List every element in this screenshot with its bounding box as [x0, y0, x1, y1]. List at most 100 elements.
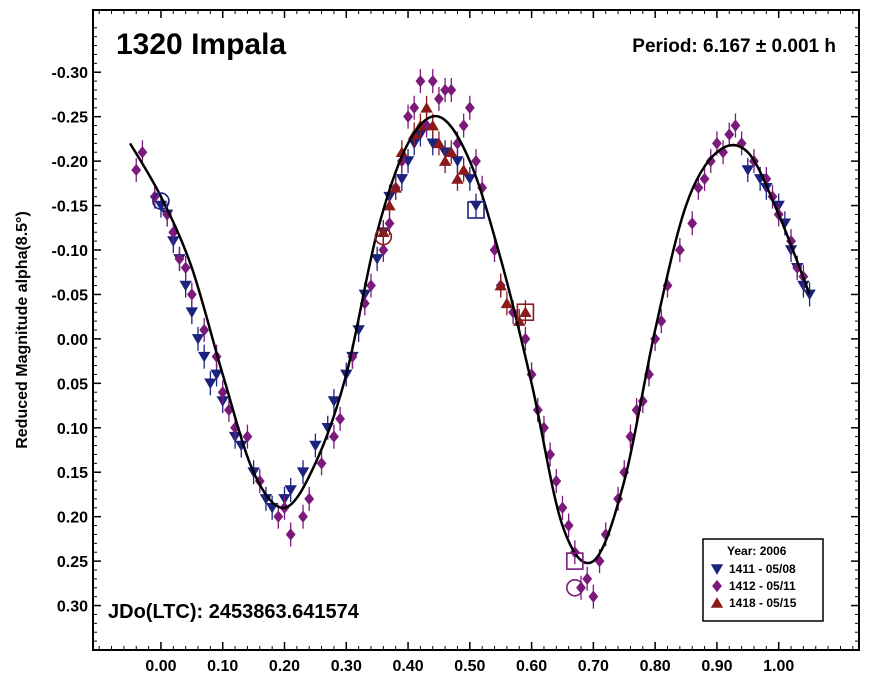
- data-point: [197, 351, 211, 363]
- chart-title: 1320 Impala: [116, 28, 286, 61]
- data-point: [451, 173, 464, 184]
- data-point: [438, 155, 452, 166]
- data-point: [242, 430, 253, 443]
- data-point: [451, 156, 464, 167]
- data-point: [395, 174, 409, 185]
- data-point: [687, 217, 698, 230]
- data-point: [285, 528, 296, 541]
- data-point: [179, 280, 192, 292]
- y-tick-label: -0.25: [52, 110, 89, 127]
- data-point: [284, 485, 297, 496]
- data-point: [582, 572, 593, 586]
- legend: Year: 2006 1411 - 05/08 1412 - 05/11 1418 …: [702, 538, 824, 622]
- data-point: [180, 261, 191, 274]
- data-point: [563, 519, 574, 532]
- data-point: [445, 146, 458, 158]
- y-axis: -0.30 -0.25 -0.20 -0.15 -0.10 -0.05 0.00 0.05 0.…: [52, 27, 859, 651]
- data-point: [186, 288, 197, 301]
- x-tick-label: 0.20: [269, 658, 300, 675]
- y-tick-label: 0.25: [57, 554, 88, 571]
- data-point: [557, 501, 568, 514]
- data-point: [296, 467, 310, 478]
- x-tick-label: 1.00: [763, 658, 794, 675]
- data-point: [185, 307, 199, 318]
- x-tick-label: 0.70: [578, 658, 609, 675]
- x-tick-label: 0.10: [207, 658, 238, 675]
- data-point: [377, 226, 390, 238]
- data-point: [304, 492, 315, 506]
- fit-curve: [128, 114, 811, 565]
- data-point: [446, 83, 457, 97]
- x-tick-label: 0.90: [701, 658, 732, 675]
- y-tick-label: 0.05: [57, 376, 88, 393]
- data-point: [803, 289, 816, 301]
- data-point: [174, 252, 185, 266]
- x-tick-label: 0.30: [331, 658, 362, 675]
- highlight-square: [467, 201, 485, 219]
- highlight-circle: [152, 192, 170, 210]
- period-label: Period: 6.167 ± 0.001 h: [632, 36, 836, 57]
- legend-marker: [712, 579, 722, 593]
- data-point: [309, 440, 322, 452]
- highlight-square: [516, 303, 535, 322]
- highlight-square: [566, 552, 584, 570]
- y-tick-label: -0.10: [52, 243, 89, 260]
- data-point: [650, 332, 661, 346]
- data-point: [370, 254, 384, 265]
- y-tick-label: -0.05: [52, 287, 89, 304]
- x-tick-label: 0.80: [640, 658, 671, 675]
- fit-curve-group: [128, 114, 811, 565]
- data-point: [427, 74, 438, 88]
- legend-box: [702, 538, 824, 622]
- data-point: [204, 378, 217, 390]
- y-tick-label: -0.20: [52, 154, 89, 171]
- data-points: [131, 69, 816, 609]
- data-point: [519, 306, 532, 318]
- legend-label: 1411 - 05/08: [729, 562, 796, 576]
- legend-title: Year: 2006: [727, 544, 787, 558]
- y-tick-label: 0.00: [57, 332, 88, 349]
- data-point: [693, 181, 704, 194]
- data-point: [131, 163, 142, 177]
- data-point: [712, 137, 722, 150]
- data-point: [409, 101, 420, 114]
- data-point: [705, 154, 716, 168]
- data-point: [137, 146, 148, 159]
- data-point: [403, 110, 413, 123]
- data-point: [699, 172, 710, 186]
- y-tick-label: -0.30: [52, 65, 89, 82]
- data-point: [463, 174, 477, 185]
- x-tick-label: 0.40: [392, 658, 423, 675]
- data-point: [724, 128, 735, 141]
- data-point: [469, 200, 483, 212]
- data-point: [471, 154, 481, 168]
- data-point: [378, 243, 389, 257]
- highlight-circle: [374, 227, 393, 246]
- data-point: [273, 510, 284, 523]
- y-axis-title: Reduced Magnitude alpha(8.5°): [14, 211, 31, 449]
- data-point: [389, 182, 402, 193]
- data-point: [329, 430, 339, 443]
- x-tick-label: 0.50: [454, 658, 485, 675]
- data-point: [464, 101, 475, 114]
- y-tick-label: 0.15: [57, 465, 88, 482]
- x-tick-label: 0.60: [516, 658, 547, 675]
- data-point: [458, 119, 469, 132]
- data-point: [434, 92, 444, 106]
- y-tick-label: 0.30: [57, 599, 88, 616]
- data-point: [217, 386, 228, 399]
- data-point: [730, 119, 741, 132]
- x-axis: 0.00 0.10 0.20 0.30 0.40 0.50 0.60 0.70 0.80 0.90…: [98, 10, 854, 675]
- y-tick-label: 0.20: [57, 510, 88, 527]
- data-point: [420, 102, 433, 113]
- data-point: [426, 119, 439, 131]
- data-point: [457, 164, 470, 175]
- data-point: [415, 74, 426, 88]
- data-point: [432, 137, 446, 149]
- legend-marker: [710, 564, 724, 575]
- data-point: [210, 369, 223, 381]
- data-point: [335, 412, 346, 426]
- y-tick-label: -0.15: [52, 199, 89, 216]
- epoch-label: JDo(LTC): 2453863.641574: [108, 601, 360, 623]
